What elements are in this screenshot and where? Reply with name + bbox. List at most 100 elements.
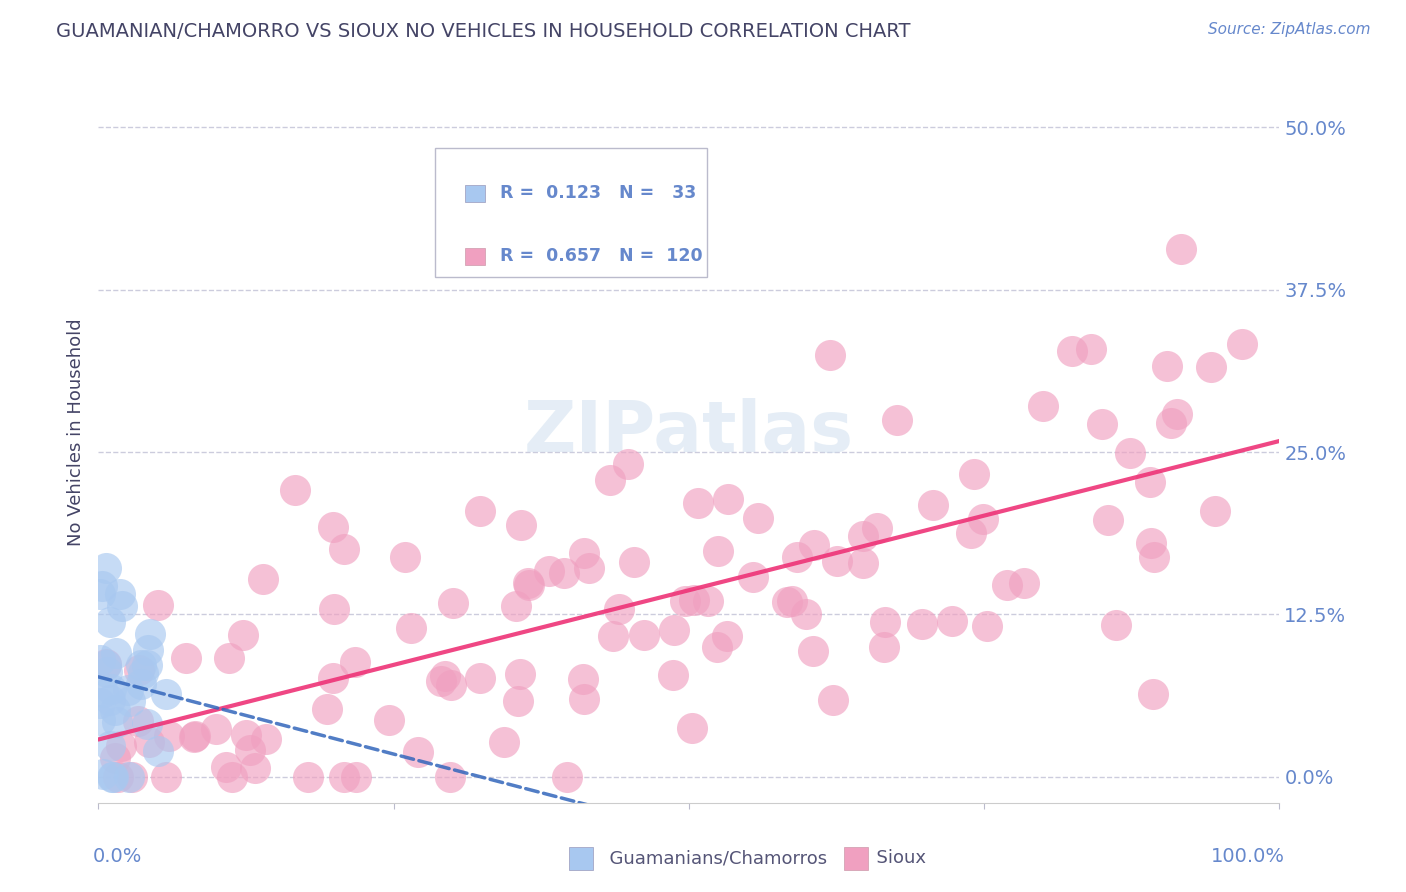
Point xyxy=(89,713,111,727)
Point xyxy=(399,621,422,635)
Point xyxy=(232,628,254,642)
Point xyxy=(93,767,115,781)
Point xyxy=(697,593,720,607)
Point xyxy=(825,554,848,568)
FancyBboxPatch shape xyxy=(464,186,485,202)
Point xyxy=(662,667,685,681)
Point xyxy=(104,703,127,717)
Point xyxy=(976,619,998,633)
Point xyxy=(297,770,319,784)
Point xyxy=(148,743,170,757)
Point xyxy=(747,510,769,524)
Point xyxy=(1080,343,1102,357)
Point xyxy=(394,550,416,565)
Point xyxy=(111,599,134,613)
Point xyxy=(343,656,366,670)
Point xyxy=(686,496,709,510)
Point xyxy=(662,624,685,638)
Point xyxy=(89,652,111,666)
Point xyxy=(105,647,128,661)
FancyBboxPatch shape xyxy=(434,147,707,277)
Point xyxy=(96,657,118,671)
Point xyxy=(155,770,177,784)
Point xyxy=(333,542,356,557)
Point xyxy=(98,693,121,707)
Point xyxy=(139,626,162,640)
Point xyxy=(538,564,561,578)
Point xyxy=(683,592,706,607)
Point xyxy=(100,739,122,754)
Point xyxy=(742,570,765,584)
Point xyxy=(94,657,117,672)
Point xyxy=(786,549,808,564)
Point xyxy=(823,693,845,707)
Text: Source: ZipAtlas.com: Source: ZipAtlas.com xyxy=(1208,22,1371,37)
Text: R =  0.657   N =  120: R = 0.657 N = 120 xyxy=(499,247,702,266)
Point xyxy=(681,721,703,735)
Point xyxy=(254,731,277,746)
Point xyxy=(516,575,538,590)
Point xyxy=(245,761,267,775)
Point xyxy=(818,348,841,362)
Point xyxy=(1232,336,1254,351)
Point xyxy=(91,685,114,699)
Point xyxy=(129,677,152,691)
Point xyxy=(136,657,159,672)
Point xyxy=(332,770,354,784)
Point xyxy=(517,578,540,592)
Text: GUAMANIAN/CHAMORRO VS SIOUX NO VEHICLES IN HOUSEHOLD CORRELATION CHART: GUAMANIAN/CHAMORRO VS SIOUX NO VEHICLES … xyxy=(56,22,911,41)
Point xyxy=(118,770,141,784)
Point xyxy=(1032,399,1054,413)
Point xyxy=(886,413,908,427)
Point xyxy=(107,770,129,784)
Point xyxy=(252,572,274,586)
Point xyxy=(873,615,896,629)
Text: 0.0%: 0.0% xyxy=(93,847,142,866)
Point xyxy=(794,607,817,621)
Point xyxy=(96,665,118,680)
Point xyxy=(215,760,238,774)
Point xyxy=(239,743,262,757)
Point xyxy=(131,657,153,672)
Point xyxy=(434,669,457,683)
Point xyxy=(607,602,630,616)
Point xyxy=(553,566,575,580)
Point xyxy=(105,714,128,729)
Point xyxy=(972,512,994,526)
Point xyxy=(599,473,621,487)
Point xyxy=(963,467,986,481)
Point xyxy=(440,678,463,692)
Point xyxy=(995,578,1018,592)
Point xyxy=(439,770,461,784)
Point xyxy=(184,729,207,743)
Point xyxy=(94,561,117,575)
Point xyxy=(673,594,696,608)
Point xyxy=(1170,243,1192,257)
Point xyxy=(852,556,875,570)
Point xyxy=(104,751,127,765)
Text: ZIPatlas: ZIPatlas xyxy=(524,398,853,467)
Point xyxy=(344,770,367,784)
Point xyxy=(776,595,799,609)
Point xyxy=(128,663,150,677)
Point xyxy=(706,640,728,654)
Point xyxy=(1166,408,1188,422)
Point xyxy=(505,599,527,613)
Point xyxy=(378,713,401,727)
Point xyxy=(138,643,160,657)
Point xyxy=(110,587,132,601)
Point xyxy=(866,520,889,534)
Point xyxy=(1012,575,1035,590)
Point xyxy=(322,602,344,616)
Point xyxy=(716,628,738,642)
Point xyxy=(101,770,124,784)
Point xyxy=(470,671,492,685)
Point xyxy=(922,499,945,513)
Point xyxy=(1105,618,1128,632)
Point xyxy=(322,520,344,534)
Point xyxy=(578,561,600,575)
Point xyxy=(801,644,824,658)
Point xyxy=(103,770,125,784)
Point xyxy=(322,671,344,685)
Point xyxy=(120,693,142,707)
